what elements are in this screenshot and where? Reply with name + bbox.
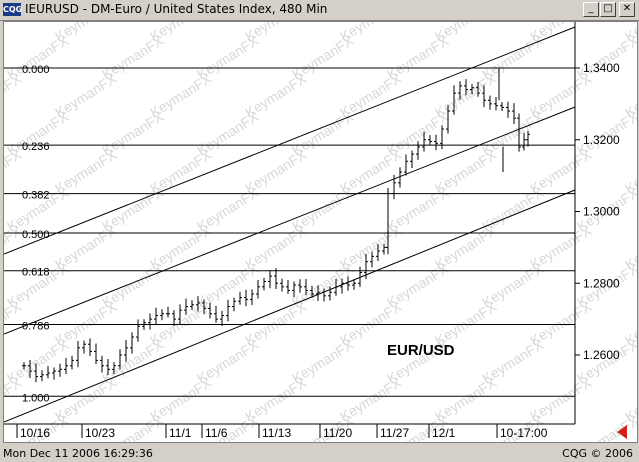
- date-axis-label: 11/20: [323, 426, 352, 440]
- fib-level-label: 0.236: [22, 141, 50, 153]
- price-axis-label: 1.3000: [583, 205, 620, 219]
- scroll-left-arrow-icon[interactable]: [617, 425, 627, 439]
- watermark-text: KeymanFX: [4, 22, 25, 45]
- price-axis-label: 1.3400: [583, 61, 620, 75]
- minimize-button[interactable]: _: [583, 2, 599, 17]
- fib-level-label: 0.786: [22, 321, 50, 333]
- status-copyright: CQG © 2006: [562, 447, 633, 460]
- close-button[interactable]: ✕: [619, 2, 635, 17]
- channel-line: [3, 106, 576, 335]
- window-titlebar: CQG IEURUSD - DM-Euro / United States In…: [0, 0, 639, 21]
- price-axis-label: 1.3200: [583, 133, 620, 147]
- price-axis-label: 1.2800: [583, 276, 620, 290]
- price-axis-label: 1.2600: [583, 348, 620, 362]
- window-title: IEURUSD - DM-Euro / United States Index,…: [25, 2, 328, 16]
- date-axis-label: 11/1: [169, 426, 192, 440]
- channel-line: [3, 26, 576, 255]
- date-axis-label: 10/23: [85, 426, 115, 440]
- watermark-text: KeymanFX: [574, 412, 637, 442]
- cqg-app-icon[interactable]: CQG: [3, 3, 23, 16]
- maximize-button[interactable]: □: [600, 2, 616, 17]
- date-axis-label: 11/13: [262, 426, 291, 440]
- status-timestamp: Mon Dec 11 2006 16:29:36: [3, 447, 153, 460]
- fib-level-label: 0.000: [22, 64, 50, 76]
- fib-level-label: 0.500: [22, 229, 50, 241]
- date-axis-label: 11/27: [380, 426, 409, 440]
- status-bar: Mon Dec 11 2006 16:29:36 CQG © 2006: [0, 444, 639, 462]
- watermark-text: KeymanFX: [4, 70, 25, 121]
- fib-level-label: 0.618: [22, 267, 50, 279]
- channel-line: [3, 189, 576, 423]
- date-axis-label: 12/1: [432, 426, 456, 440]
- date-axis-label: 10/16: [20, 426, 50, 440]
- fib-level-label: 1.000: [22, 392, 50, 404]
- date-axis-label: 10-17:00: [500, 426, 548, 440]
- pair-annotation: EUR/USD: [387, 342, 455, 359]
- date-axis-label: 11/6: [205, 426, 228, 440]
- fib-level-label: 0.382: [22, 190, 50, 202]
